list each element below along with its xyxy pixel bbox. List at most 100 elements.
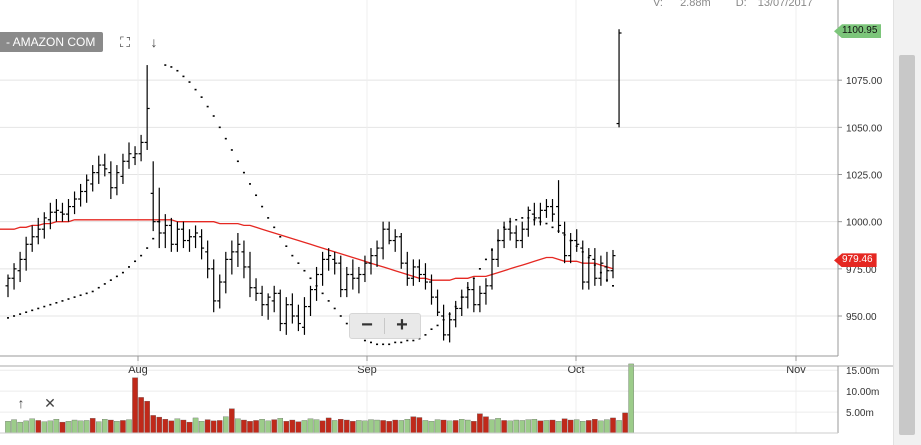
sar-dot (43, 305, 46, 308)
volume-bar (198, 421, 205, 434)
volume-bar (53, 419, 60, 434)
sar-dot (140, 254, 143, 257)
volume-bar (259, 419, 265, 434)
volume-bar (446, 420, 453, 434)
sar-dot (103, 283, 106, 285)
volume-bar (573, 419, 580, 434)
sar-dot (134, 260, 137, 263)
sar-dot (321, 292, 324, 295)
sar-dot (345, 322, 348, 325)
scrollbar-thumb[interactable] (899, 55, 915, 435)
grid-layer (0, 0, 838, 433)
sar-dot (261, 205, 264, 208)
sar-dot (13, 315, 16, 317)
volume-bar (313, 419, 320, 434)
volume-bar (241, 419, 247, 434)
volume-bar (77, 420, 84, 434)
volume-bar (23, 420, 29, 434)
volume-bar (216, 420, 223, 434)
zoom-in-icon[interactable]: + (396, 314, 408, 336)
sar-dot (7, 317, 9, 319)
sar-dot (406, 339, 409, 342)
sar-dot (224, 137, 227, 140)
volume-bar (162, 419, 169, 434)
volume-bar (622, 412, 628, 434)
sar-dot (515, 218, 518, 221)
ohlc-bars (5, 29, 622, 343)
sar-dot (67, 298, 70, 300)
volume-bar (150, 415, 156, 434)
volume-bar (598, 420, 604, 434)
volume-bar (5, 421, 11, 434)
volume-bar (549, 419, 556, 434)
volume-bar (289, 419, 296, 434)
volume-bar (610, 417, 616, 434)
sar-dot (206, 105, 209, 108)
sar-dot (430, 328, 433, 331)
info-d-key: D: (735, 0, 747, 9)
volume-bar (386, 421, 392, 434)
info-readout: V: 2.88m D: 13/07/2017 (653, 0, 813, 9)
volume-bar (295, 421, 302, 434)
sar-dot (551, 226, 554, 229)
volume-bar (410, 416, 417, 434)
sar-dot (376, 343, 379, 346)
volume-bar (580, 421, 586, 434)
sar-dot (109, 279, 112, 281)
zoom-out-icon[interactable]: − (361, 314, 373, 336)
volume-tick-label: 15.00m (846, 366, 879, 377)
arrow-up-icon[interactable]: ↑ (17, 395, 25, 411)
volume-bar (561, 418, 568, 434)
sar-dot (279, 235, 282, 238)
last-price-tag: 1100.95 (834, 24, 882, 39)
sar-dot (230, 149, 233, 151)
x-tick-label: Aug (128, 364, 148, 376)
sar-dot (394, 341, 397, 344)
sar-dot (188, 81, 191, 83)
sar-dot (73, 296, 76, 298)
sar-dot (31, 309, 34, 312)
volume-bar (174, 418, 181, 434)
info-v-key: V: (653, 0, 663, 9)
sar-dot (285, 245, 288, 247)
volume-bar (307, 418, 314, 434)
volume-bar (180, 419, 187, 434)
sar-dot (249, 183, 251, 185)
vertical-scrollbar[interactable] (893, 0, 921, 445)
download-icon[interactable]: ↓ (150, 34, 158, 50)
volume-bar (204, 419, 211, 434)
volume-bar (96, 421, 102, 434)
volume-bar (325, 417, 332, 434)
volume-bar (537, 420, 544, 434)
sar-dot (484, 258, 487, 261)
sar-dot (152, 237, 155, 240)
volume-bars (5, 363, 634, 434)
sar-dot (521, 217, 524, 219)
y-tick-label: 950.00 (846, 312, 877, 323)
volume-bar (192, 417, 199, 434)
volume-bar (47, 420, 54, 434)
volume-bar (283, 421, 290, 434)
sar-dot (303, 269, 306, 272)
sar-dot (612, 285, 614, 287)
y-tick-label: 1050.00 (846, 123, 883, 134)
volume-bar (555, 421, 562, 434)
volume-bar (102, 419, 108, 434)
volume-bar (422, 420, 429, 434)
x-tick-label: Oct (567, 364, 584, 376)
volume-bar (465, 419, 471, 434)
volume-bar (525, 419, 532, 434)
sar-dot (339, 315, 342, 317)
volume-bar (586, 420, 592, 434)
volume-bar (271, 419, 277, 434)
volume-bar (440, 419, 447, 434)
close-icon[interactable]: ✕ (44, 395, 56, 411)
sar-dot (382, 343, 385, 346)
sar-dot (273, 226, 276, 229)
zoom-controls: − + (349, 313, 421, 339)
price-chart: 950.00 975.00 1000.00 1025.00 1050.00 1075.00… (0, 0, 893, 434)
sar-dot (545, 222, 548, 225)
x-tick-label: Nov (786, 364, 806, 376)
volume-bar (108, 419, 114, 434)
expand-icon[interactable]: ⛶ (120, 34, 130, 50)
